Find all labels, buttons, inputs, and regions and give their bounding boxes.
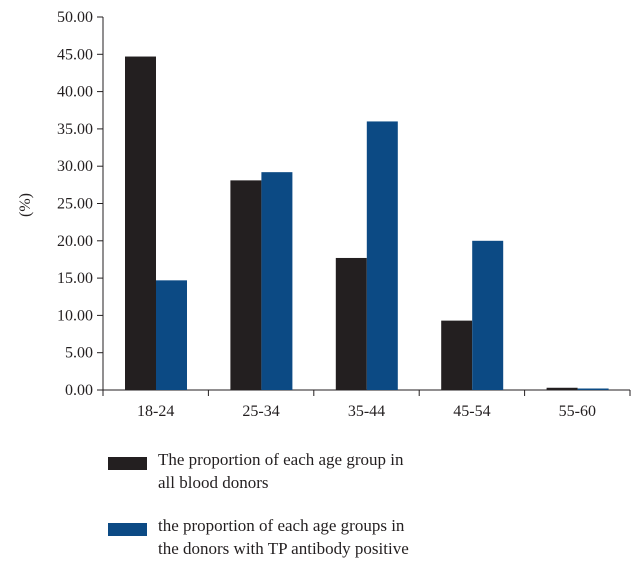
chart-axes <box>97 16 631 396</box>
y-tick-label: 45.00 <box>57 46 93 63</box>
bar-tp-positive-25-34 <box>261 172 293 390</box>
bar-tp-positive-45-54 <box>472 240 504 390</box>
legend-item-tp-positive: the proportion of each age groups in the… <box>108 514 428 574</box>
legend-label-tp-positive: the proportion of each age groups in the… <box>158 516 409 558</box>
y-tick-label: 20.00 <box>57 233 93 250</box>
bar-all-donors-55-60 <box>546 387 578 390</box>
y-tick-label: 25.00 <box>57 196 93 213</box>
y-tick-label: 10.00 <box>57 307 93 324</box>
chart-legend: The proportion of each age group in all … <box>108 448 428 574</box>
bar-all-donors-35-44 <box>335 257 367 390</box>
x-tick-label: 55-60 <box>559 403 596 420</box>
y-tick-label: 15.00 <box>57 270 93 287</box>
legend-swatch-tp-positive <box>108 523 147 536</box>
x-tick-label: 25-34 <box>242 403 279 420</box>
bar-all-donors-18-24 <box>125 56 156 391</box>
y-tick-label: 5.00 <box>65 345 93 362</box>
x-tick-label: 35-44 <box>348 403 385 420</box>
y-axis-label: (%) <box>17 193 34 217</box>
bar-tp-positive-55-60 <box>577 388 609 390</box>
y-tick-label: 50.00 <box>57 9 93 26</box>
legend-label-all-donors: The proportion of each age group in all … <box>158 450 404 492</box>
chart-tick-labels: 0.00 5.00 10.00 15.00 20.00 25.00 30.00 35.00 40… <box>57 9 596 420</box>
legend-swatch-all-donors <box>108 457 147 470</box>
legend-item-all-donors: The proportion of each age group in all … <box>108 448 428 508</box>
bar-all-donors-45-54 <box>441 320 473 390</box>
y-tick-label: 40.00 <box>57 84 93 101</box>
bar-tp-positive-35-44 <box>366 121 398 390</box>
y-tick-label: 30.00 <box>57 158 93 175</box>
y-tick-label: 35.00 <box>57 121 93 138</box>
x-tick-label: 45-54 <box>453 403 490 420</box>
y-tick-label: 0.00 <box>65 382 93 399</box>
chart-bars <box>125 56 609 391</box>
x-tick-label: 18-24 <box>137 403 174 420</box>
bar-all-donors-25-34 <box>230 180 262 390</box>
bar-tp-positive-18-24 <box>156 280 187 390</box>
